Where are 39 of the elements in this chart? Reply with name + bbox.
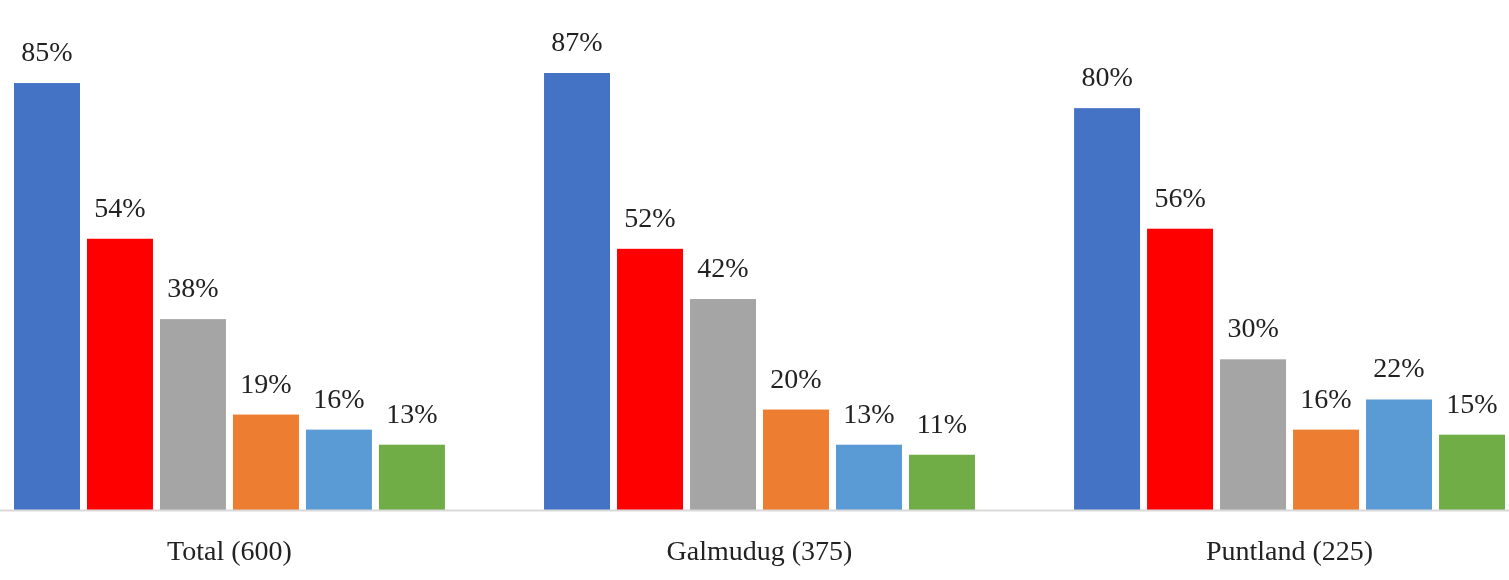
bar <box>14 83 80 510</box>
data-label: 54% <box>94 191 146 223</box>
data-label: 56% <box>1154 181 1206 213</box>
bar <box>690 299 756 510</box>
bar <box>544 73 611 510</box>
x-tick-label: Galmudug (375) <box>666 535 853 566</box>
data-label: 22% <box>1373 352 1425 384</box>
data-label: 87% <box>551 26 603 57</box>
data-label: 13% <box>386 397 438 429</box>
bar <box>305 429 372 510</box>
bar <box>1366 399 1433 510</box>
bar <box>378 444 445 510</box>
bar <box>1220 359 1287 510</box>
bar <box>232 414 299 510</box>
bar <box>835 444 902 510</box>
data-label: 30% <box>1227 312 1279 344</box>
bar <box>617 248 684 510</box>
data-label: 16% <box>313 382 365 414</box>
data-label: 42% <box>697 252 749 284</box>
bar <box>159 319 226 510</box>
x-tick-label: Puntland (225) <box>1205 535 1374 566</box>
bar <box>908 454 975 510</box>
data-label: 15% <box>1446 387 1498 419</box>
data-label: 80% <box>1081 61 1133 93</box>
data-label: 38% <box>167 272 219 304</box>
bar <box>1074 108 1141 510</box>
bar <box>1293 429 1360 510</box>
bar <box>1439 434 1505 510</box>
data-label: 85% <box>21 36 73 68</box>
data-label: 16% <box>1300 382 1352 414</box>
data-label: 52% <box>624 201 676 233</box>
bar <box>1147 228 1214 510</box>
data-label: 20% <box>770 362 822 394</box>
data-label: 11% <box>916 407 968 439</box>
bar <box>763 409 829 510</box>
bar <box>86 238 153 510</box>
x-tick-label: Total (600) <box>167 535 292 566</box>
data-label: 19% <box>240 367 292 399</box>
data-label: 13% <box>843 397 895 429</box>
